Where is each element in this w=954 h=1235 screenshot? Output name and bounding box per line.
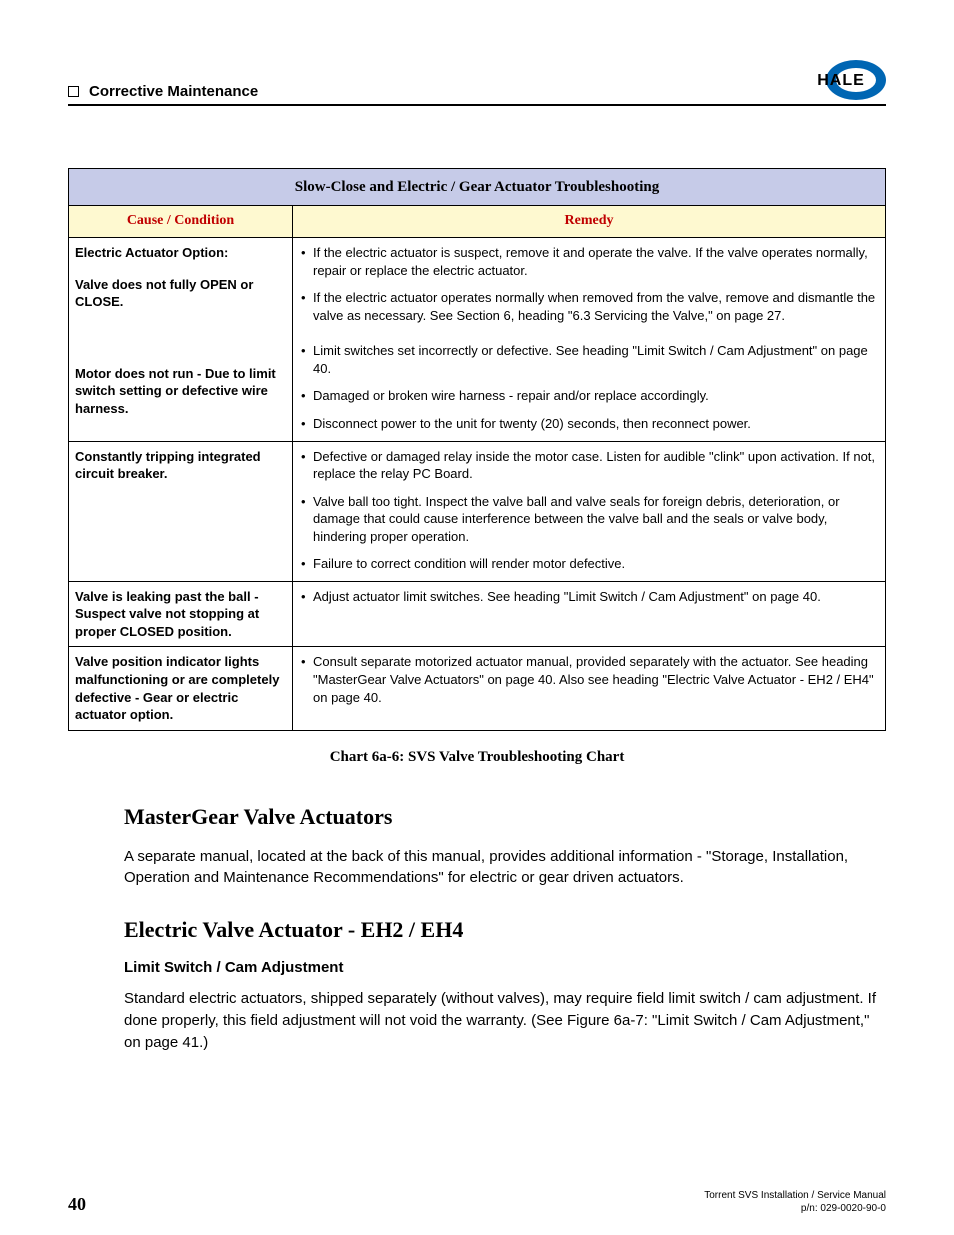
footer-manual-title: Torrent SVS Installation / Service Manua… [704,1189,886,1202]
remedy-item: Defective or damaged relay inside the mo… [299,448,879,483]
remedy-item: Valve ball too tight. Inspect the valve … [299,493,879,546]
para-electric: Standard electric actuators, shipped sep… [124,988,886,1053]
remedy-item: Disconnect power to the unit for twenty … [299,415,879,433]
footer-part-number: p/n: 029-0020-90-0 [704,1202,886,1215]
table-row: Valve position indicator lights malfunct… [69,647,886,730]
remedy-item: If the electric actuator operates normal… [299,289,879,324]
remedy-item: Failure to correct condition will render… [299,555,879,573]
troubleshooting-table: Slow-Close and Electric / Gear Actuator … [68,168,886,731]
cause-text: Constantly tripping integrated circuit b… [75,448,286,483]
cause-text: Electric Actuator Option: [75,244,286,262]
hale-logo: HALE [796,58,886,102]
remedy-item: Adjust actuator limit switches. See head… [299,588,879,606]
table-row: Electric Actuator Option: Valve does not… [69,238,886,441]
cause-text: Valve is leaking past the ball - Suspect… [75,588,286,641]
subheading-limit-switch: Limit Switch / Cam Adjustment [124,959,886,976]
cause-text: Valve position indicator lights malfunct… [75,653,286,723]
table-caption: Chart 6a-6: SVS Valve Troubleshooting Ch… [68,749,886,766]
page-number: 40 [68,1194,86,1215]
heading-mastergear: MasterGear Valve Actuators [124,804,886,830]
table-row: Valve is leaking past the ball - Suspect… [69,581,886,647]
table-row: Constantly tripping integrated circuit b… [69,441,886,581]
header-title-text: Corrective Maintenance [89,83,258,100]
svg-text:HALE: HALE [817,72,865,89]
cause-text: Valve does not fully OPEN or CLOSE. [75,276,286,311]
page-footer: 40 Torrent SVS Installation / Service Ma… [68,1189,886,1215]
remedy-item: If the electric actuator is suspect, rem… [299,244,879,279]
header-section-title: Corrective Maintenance [68,83,258,100]
page-header: Corrective Maintenance HALE [68,58,886,106]
para-mastergear: A separate manual, located at the back o… [124,846,886,890]
checkbox-icon [68,86,79,97]
remedy-item: Consult separate motorized actuator manu… [299,653,879,706]
remedy-item: Damaged or broken wire harness - repair … [299,387,879,405]
col-header-remedy: Remedy [293,206,886,238]
heading-electric: Electric Valve Actuator - EH2 / EH4 [124,917,886,943]
cause-text: Motor does not run - Due to limit switch… [75,365,286,418]
col-header-cause: Cause / Condition [69,206,293,238]
remedy-item: Limit switches set incorrectly or defect… [299,342,879,377]
table-title: Slow-Close and Electric / Gear Actuator … [69,169,886,206]
